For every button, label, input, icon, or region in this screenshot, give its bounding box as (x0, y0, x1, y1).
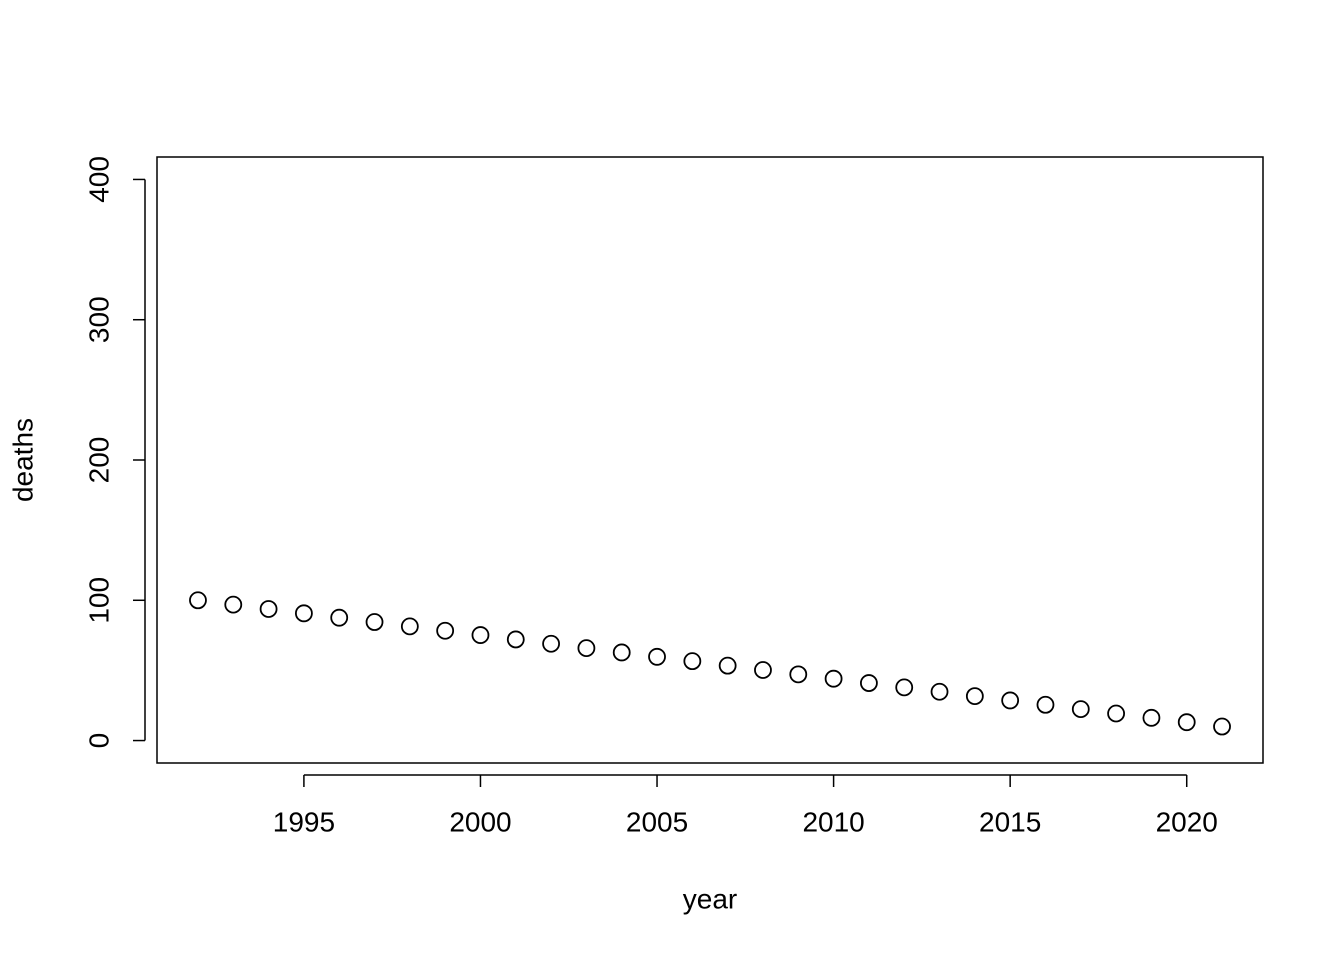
point (436, 621, 455, 640)
point (577, 639, 596, 658)
point (754, 661, 772, 679)
point (189, 591, 207, 610)
x-tick-label: 2020 (1156, 806, 1218, 837)
point (860, 674, 878, 692)
point (259, 600, 278, 618)
y-tick-label: 100 (83, 577, 114, 624)
x-axis-label: year (683, 883, 737, 914)
point (895, 678, 914, 697)
point (542, 634, 560, 653)
x-tick-label: 2005 (626, 806, 688, 837)
point (1036, 695, 1055, 714)
x-tick-label: 2015 (979, 806, 1041, 837)
point (400, 617, 419, 636)
y-tick-label: 400 (83, 156, 114, 203)
y-axis-label: deaths (7, 418, 38, 502)
y-tick-label: 0 (83, 733, 114, 749)
point (789, 665, 808, 684)
point (1213, 717, 1231, 736)
point (683, 652, 702, 671)
point (930, 682, 949, 701)
y-tick-label: 200 (83, 437, 114, 484)
x-tick-label: 1995 (273, 806, 335, 837)
plot-box (156, 156, 1264, 764)
point (1107, 704, 1125, 723)
point (965, 687, 984, 705)
y-tick-label: 300 (83, 296, 114, 343)
x-tick-label: 2010 (802, 806, 864, 837)
point (506, 630, 525, 649)
point (1142, 708, 1161, 727)
point (365, 613, 384, 631)
point (1001, 691, 1020, 710)
point (1177, 713, 1196, 732)
point (612, 643, 631, 662)
point (718, 656, 737, 675)
point (295, 604, 313, 623)
point (471, 626, 490, 644)
x-tick-label: 2000 (449, 806, 511, 837)
point (824, 669, 843, 688)
point (224, 595, 243, 614)
point (330, 608, 349, 627)
point (648, 647, 666, 666)
point (1071, 700, 1090, 719)
